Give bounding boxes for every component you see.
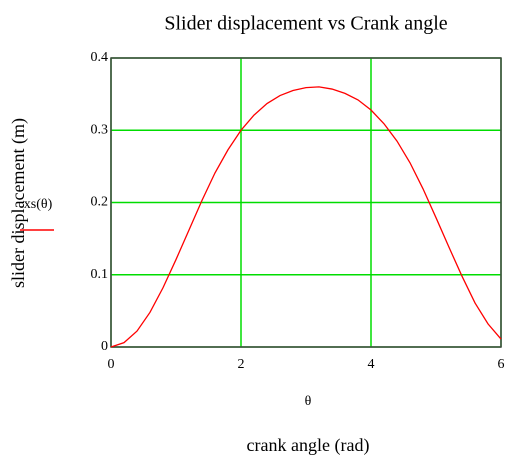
legend-label: xs(θ): [24, 197, 53, 212]
x-axis-label: crank angle (rad): [247, 435, 370, 456]
x-variable: θ: [305, 394, 312, 409]
chart-title: Slider displacement vs Crank angle: [164, 13, 447, 35]
x-tick-label: 0: [108, 357, 115, 372]
y-tick-label: 0: [101, 339, 108, 354]
plot-frame: [110, 57, 502, 348]
y-axis-label: slider displacement (m): [8, 118, 29, 288]
x-tick-label: 6: [498, 357, 505, 372]
data-line: [110, 86, 502, 348]
x-tick-label: 2: [238, 357, 245, 372]
y-tick-label: 0.4: [91, 50, 109, 65]
y-tick-label: 0.3: [91, 122, 109, 137]
y-tick-label: 0.1: [91, 267, 109, 282]
y-tick-label: 0.2: [91, 195, 109, 210]
x-tick-label: 4: [368, 357, 375, 372]
